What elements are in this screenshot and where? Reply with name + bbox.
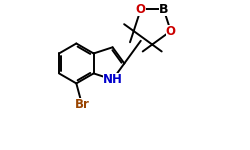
Text: Br: Br: [74, 98, 90, 111]
Text: B: B: [159, 3, 168, 16]
Text: O: O: [166, 25, 176, 38]
Text: NH: NH: [103, 73, 122, 86]
Text: O: O: [136, 3, 146, 16]
